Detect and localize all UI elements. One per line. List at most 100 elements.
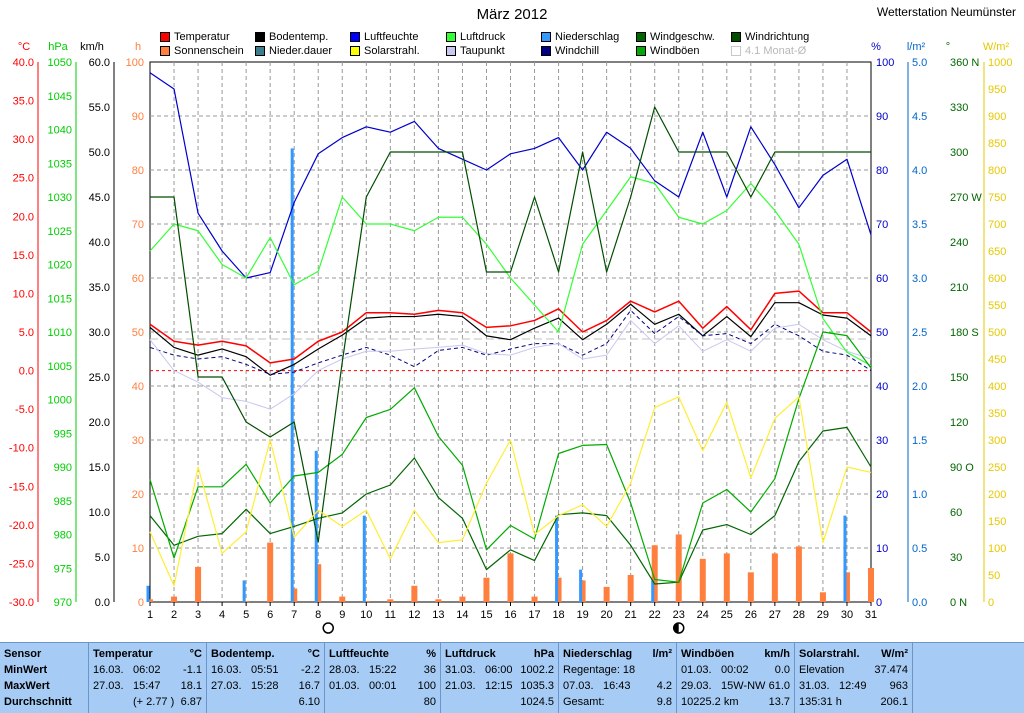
- stats-nieder-title: Niederschlag: [563, 648, 633, 660]
- y-tick-wind_kmh: 60.0: [89, 57, 110, 69]
- legend-swatch: [541, 46, 551, 56]
- stats-row: 01.03. 00:02 0.0: [681, 664, 790, 680]
- legend-item-13: 4.1 Monat-Ø: [731, 45, 806, 57]
- y-tick-temperature_c: 10.0: [13, 288, 34, 300]
- new-moon-icon: [322, 622, 334, 634]
- stats-cell: 05:51: [251, 664, 279, 676]
- full-moon-shade: [673, 623, 679, 633]
- stats-boeen-header: Windböen km/h: [681, 648, 790, 660]
- precip-bar: [146, 585, 150, 602]
- y-tick-humidity_pct: 10: [876, 543, 888, 555]
- legend-item-6: Luftdruck: [446, 31, 505, 43]
- series-line-windchill: [149, 309, 872, 375]
- y-tick-humidity_pct: 60: [876, 273, 888, 285]
- legend-item-10: Windgeschw.: [636, 31, 715, 43]
- y-tick-pressure_hpa: 995: [54, 428, 72, 440]
- stats-cell: 0.0: [774, 664, 790, 676]
- y-tick-precip_lm2: 5.0: [912, 57, 927, 69]
- x-tick-label: 21: [625, 609, 637, 621]
- stats-cell: 36: [423, 664, 436, 676]
- y-tick-humidity_pct: 40: [876, 381, 888, 393]
- y-tick-temperature_c: -30.0: [9, 597, 34, 609]
- stats-row: 07.03. 16:43 4.2: [563, 680, 672, 696]
- legend-swatch: [350, 46, 360, 56]
- sunshine-bar: [843, 572, 850, 602]
- y-tick-solar_wm2: 650: [988, 246, 1006, 258]
- y-tick-temperature_c: 20.0: [13, 211, 34, 223]
- y-tick-pressure_hpa: 1030: [48, 192, 72, 204]
- stats-boden-header: Bodentemp. °C: [211, 648, 320, 660]
- x-tick-label: 7: [291, 609, 297, 621]
- legend-swatch: [541, 32, 551, 42]
- y-tick-pressure_hpa: 1050: [48, 57, 72, 69]
- axis-unit-temperature_c: °C: [18, 41, 30, 53]
- sunshine-bar: [675, 534, 682, 602]
- stats-solar-header: Solarstrahl. W/m²: [799, 648, 908, 660]
- stats-cell: 1024.5: [520, 696, 554, 708]
- legend-item-3: Nieder.dauer: [255, 45, 332, 57]
- stats-cell: 9.8: [656, 696, 672, 708]
- stats-row: 6.10: [211, 696, 320, 712]
- y-tick-humidity_pct: 70: [876, 219, 888, 231]
- axis-unit-precip_lm2: l/m²: [907, 41, 926, 53]
- y-tick-precip_lm2: 1.0: [912, 489, 927, 501]
- precip-bar: [290, 148, 294, 602]
- sunshine-bar: [483, 577, 490, 602]
- stats-row: (+ 2.77 ) 6.87: [93, 696, 202, 712]
- stats-row: 16.03. 06:02 -1.1: [93, 664, 202, 680]
- x-tick-label: 17: [528, 609, 540, 621]
- sunshine-bar: [243, 600, 250, 602]
- stats-cell: 16:43: [603, 680, 631, 692]
- stats-cell: 16.03.: [211, 664, 242, 676]
- y-tick-wind_dir_deg: 300: [950, 147, 968, 159]
- y-tick-solar_wm2: 600: [988, 273, 1006, 285]
- sunshine-bar: [411, 585, 418, 602]
- y-tick-sunshine_h: 50: [132, 327, 144, 339]
- series-line-solarstrahl: [149, 396, 872, 587]
- stats-label-max: MaxWert: [4, 680, 50, 692]
- stats-temp-header: Temperatur °C: [93, 648, 202, 660]
- stats-druck-unit: hPa: [533, 648, 554, 660]
- stats-cell: Elevation: [799, 664, 845, 676]
- y-tick-pressure_hpa: 1010: [48, 327, 72, 339]
- sunshine-bar: [579, 580, 586, 602]
- y-tick-humidity_pct: 80: [876, 165, 888, 177]
- stats-feuchte-unit: %: [426, 648, 436, 660]
- stats-solar-unit: W/m²: [881, 648, 908, 660]
- stats-cell: 1002.2: [520, 664, 554, 676]
- sunshine-bar: [699, 558, 706, 602]
- stats-cell: 4.2: [656, 680, 672, 692]
- x-tick-label: 12: [408, 609, 420, 621]
- y-tick-solar_wm2: 1000: [988, 57, 1012, 69]
- legend-label: Sonnenschein: [174, 45, 244, 57]
- legend-swatch: [446, 32, 456, 42]
- y-tick-pressure_hpa: 1045: [48, 91, 72, 103]
- stats-cell: (+ 2.77 ): [133, 696, 175, 708]
- stats-label-min: MinWert: [4, 664, 48, 676]
- sunshine-bar: [555, 577, 562, 602]
- y-tick-sunshine_h: 70: [132, 219, 144, 231]
- stats-cell: 15:28: [251, 680, 279, 692]
- stats-row: Elevation 37.474: [799, 664, 908, 680]
- stats-row: 21.03. 12:15 1035.3: [445, 680, 554, 696]
- stats-nieder-unit: l/m²: [652, 648, 672, 660]
- stats-feuchte-title: Luftfeuchte: [329, 648, 389, 660]
- x-tick-label: 29: [817, 609, 829, 621]
- stats-nieder-header: Niederschlag l/m²: [563, 648, 672, 660]
- stats-row: 31.03. 06:00 1002.2: [445, 664, 554, 680]
- stats-row: Gesamt: 9.8: [563, 696, 672, 712]
- stats-druck-title: Luftdruck: [445, 648, 496, 660]
- y-tick-temperature_c: 40.0: [13, 57, 34, 69]
- y-tick-wind_dir_deg: 90 O: [950, 462, 974, 474]
- y-tick-solar_wm2: 250: [988, 462, 1006, 474]
- y-tick-pressure_hpa: 1025: [48, 226, 72, 238]
- y-tick-humidity_pct: 100: [876, 57, 894, 69]
- y-tick-temperature_c: 0.0: [19, 366, 34, 378]
- y-tick-solar_wm2: 0: [988, 597, 994, 609]
- y-tick-wind_dir_deg: 120: [950, 417, 968, 429]
- x-tick-label: 28: [793, 609, 805, 621]
- y-tick-pressure_hpa: 1005: [48, 361, 72, 373]
- stats-cell: 07.03.: [563, 680, 594, 692]
- station-name: Wetterstation Neumünster: [876, 5, 1016, 19]
- series-line-windgeschw: [149, 426, 872, 585]
